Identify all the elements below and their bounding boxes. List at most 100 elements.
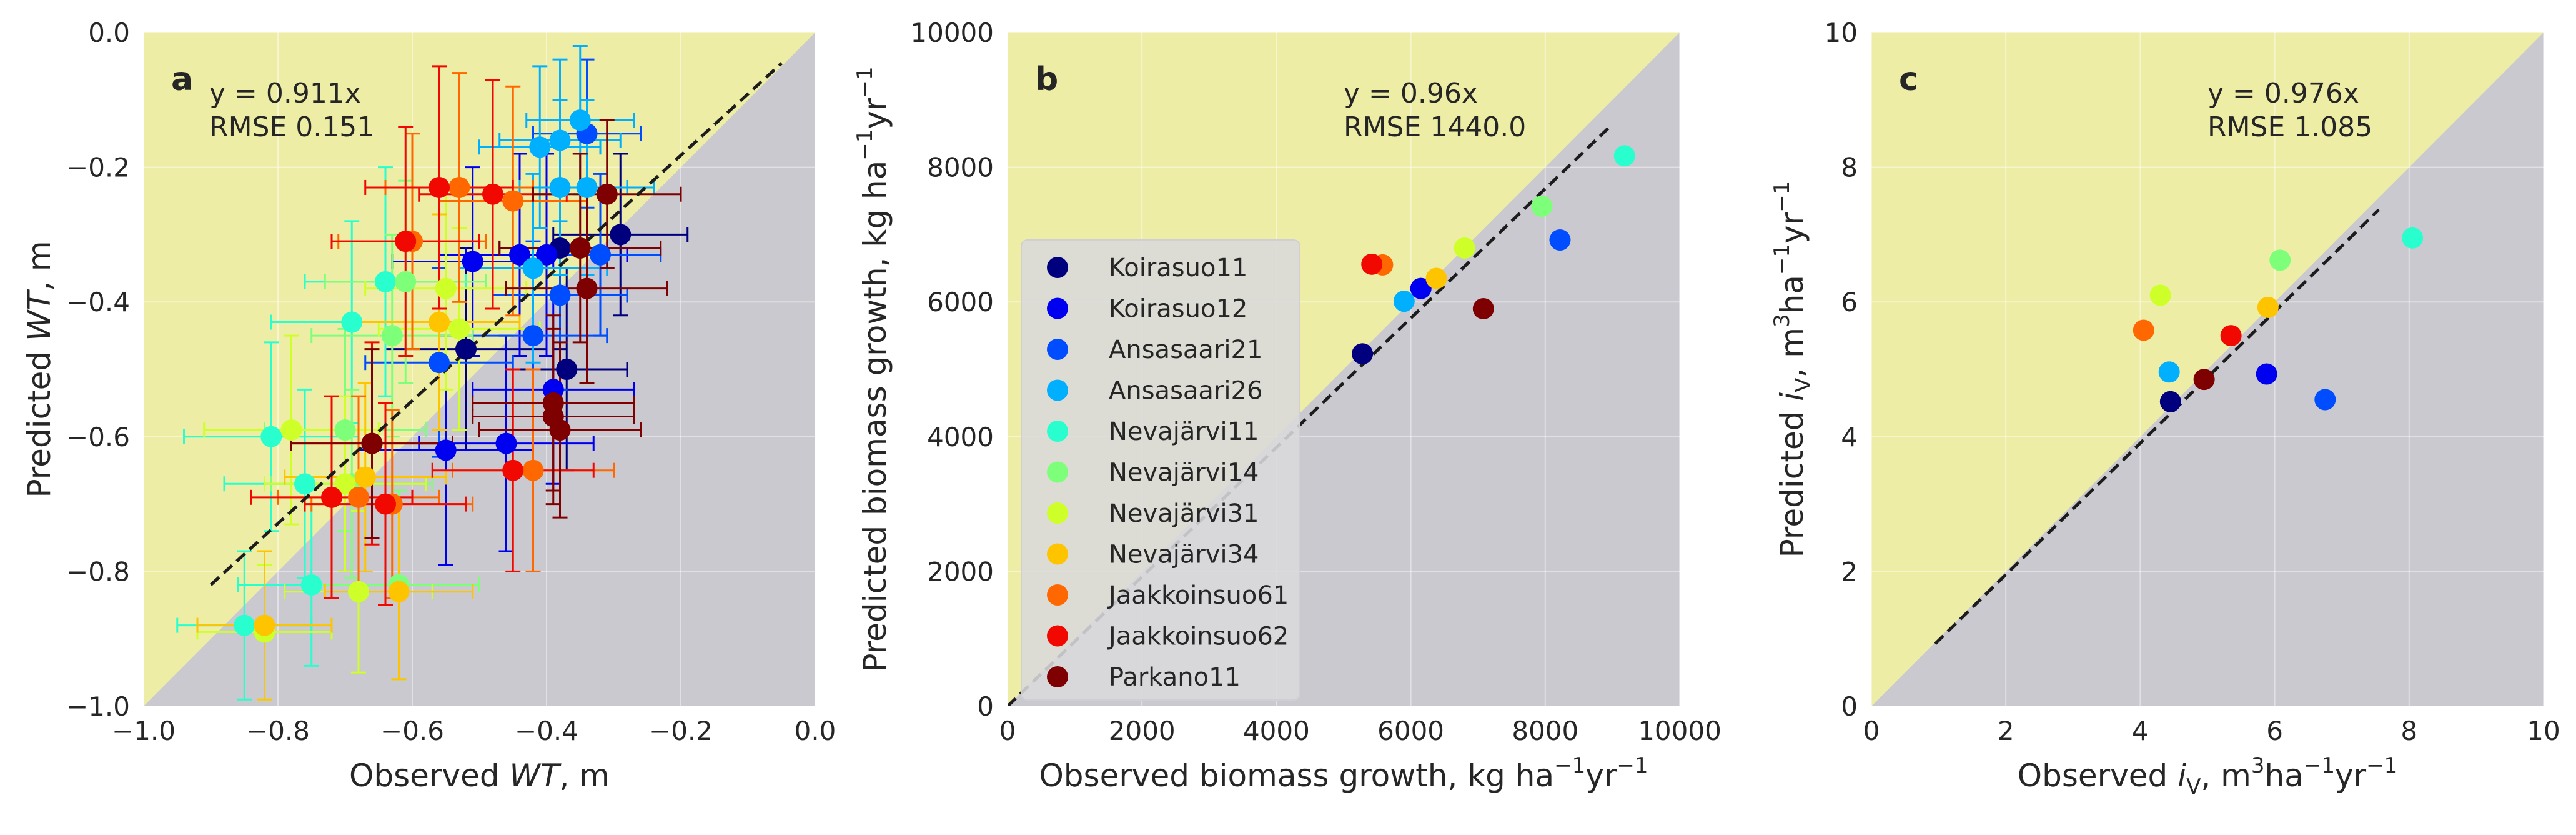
label-part: , m <box>559 758 610 794</box>
label-part: yr <box>857 98 893 129</box>
label-part: ha <box>1774 275 1810 314</box>
panel-a: −1.0 −0.8 −0.6 −0.4 −0.2 0.0 −1.0 −0.8 −0.6 −0.4 −… <box>21 18 836 794</box>
legend-marker <box>1047 625 1068 647</box>
data-point <box>429 176 450 198</box>
data-point <box>576 176 598 198</box>
label-part: Observed biomass growth, kg ha <box>1039 758 1554 794</box>
x-axis-label: Observed WT, m <box>349 758 610 794</box>
data-point <box>1531 196 1553 218</box>
y-tick-label: 0 <box>1841 691 1858 722</box>
data-point <box>300 574 322 596</box>
data-point <box>321 486 342 508</box>
data-point <box>2269 249 2291 271</box>
data-point <box>1393 291 1415 312</box>
label-part: yr <box>2335 758 2367 794</box>
panel-label: b <box>1035 61 1058 98</box>
label-part: , m <box>2201 758 2251 794</box>
label-part: i <box>2177 758 2186 794</box>
data-point <box>556 359 578 380</box>
x-tick-label: 6 <box>2266 716 2283 746</box>
label-part: Observed <box>2018 758 2177 794</box>
data-point <box>354 466 376 488</box>
legend-marker <box>1047 502 1068 524</box>
label-part: WT <box>509 758 561 794</box>
data-point <box>2220 325 2242 347</box>
data-point <box>576 278 598 299</box>
data-point <box>522 325 544 347</box>
data-point <box>502 459 524 481</box>
data-point <box>2256 363 2277 385</box>
y-axis-label: Predicted iV, m3ha−1yr−1 <box>1770 181 1816 558</box>
label-part: −1 <box>1554 753 1585 778</box>
x-tick-label: 8 <box>2400 716 2417 746</box>
data-point <box>1410 278 1432 299</box>
panel-label: c <box>1899 61 1918 98</box>
data-point <box>341 311 363 333</box>
y-tick-label: −0.2 <box>66 152 130 183</box>
y-tick-label: 8 <box>1841 152 1858 183</box>
x-tick-label: −0.4 <box>515 716 578 746</box>
x-tick-label: 0 <box>1863 716 1880 746</box>
data-point <box>596 183 618 205</box>
x-tick-label: 0.0 <box>795 716 836 746</box>
data-point <box>462 251 483 272</box>
plot-area <box>1934 208 2424 645</box>
label-part: ha <box>2265 758 2304 794</box>
legend-entry: Koirasuo12 <box>1109 295 1247 324</box>
x-axis-label: Observed iV, m3ha−1yr−1 <box>2018 753 2398 799</box>
data-point <box>529 136 551 158</box>
data-point <box>455 338 477 360</box>
data-point <box>502 190 524 212</box>
legend-entry: Nevajärvi34 <box>1109 541 1259 569</box>
data-point <box>334 419 356 441</box>
data-point <box>2133 319 2154 341</box>
x-tick-label: 4000 <box>1243 716 1310 746</box>
x-tick-label: 8000 <box>1512 716 1578 746</box>
data-point <box>435 439 457 461</box>
y-tick-label: 10 <box>1825 18 1858 48</box>
data-point <box>1472 298 1494 319</box>
y-tick-label: 6 <box>1841 287 1858 318</box>
x-axis-label: Observed biomass growth, kg ha−1yr−1 <box>1039 753 1648 794</box>
y-axis-label: Predicted WT, m <box>21 241 57 498</box>
y-tick-label: −0.8 <box>66 556 130 587</box>
y-tick-label: −0.4 <box>66 287 130 318</box>
y-tick-label: −1.0 <box>66 691 130 722</box>
data-point <box>1613 145 1635 167</box>
data-point <box>495 432 517 454</box>
legend-entry: Nevajärvi11 <box>1109 418 1259 446</box>
data-point <box>1352 343 1374 365</box>
rmse-label: RMSE 0.151 <box>209 111 374 143</box>
data-point <box>280 419 302 441</box>
data-point <box>234 614 255 636</box>
legend-entry: Jaakkoinsuo62 <box>1107 622 1289 651</box>
regression-line <box>1934 208 2380 645</box>
panel-b: 0 2000 4000 6000 8000 10000 0 2000 4000 6000 8000 1… <box>853 18 1721 794</box>
x-tick-label: 2 <box>1998 716 2014 746</box>
x-tick-label: 10 <box>2527 716 2560 746</box>
legend-marker <box>1047 421 1068 442</box>
data-point <box>536 244 557 266</box>
legend-entry: Koirasuo11 <box>1109 254 1247 282</box>
label-part: Observed <box>349 758 509 794</box>
y-tick-label: 6000 <box>927 287 994 318</box>
label-part: −1 <box>853 66 878 98</box>
y-tick-label: 10000 <box>910 18 994 48</box>
label-part: Predicted <box>21 341 57 498</box>
data-point <box>542 406 564 428</box>
label-part: Predicted <box>1774 401 1810 558</box>
label-part: 3 <box>1770 314 1795 328</box>
y-axis-label: Predicted biomass growth, kg ha−1yr−1 <box>853 66 893 672</box>
plot-area <box>176 45 783 701</box>
data-point <box>334 473 356 495</box>
data-point <box>2257 296 2279 318</box>
y-tick-label: 4000 <box>927 422 994 452</box>
data-point <box>2159 391 2181 412</box>
data-point <box>448 318 470 340</box>
data-point <box>2402 227 2424 249</box>
legend-marker <box>1047 543 1068 565</box>
legend-entry: Ansasaari26 <box>1109 377 1262 406</box>
y-tick-label: 0.0 <box>88 18 130 48</box>
x-tick-label: 2000 <box>1109 716 1176 746</box>
